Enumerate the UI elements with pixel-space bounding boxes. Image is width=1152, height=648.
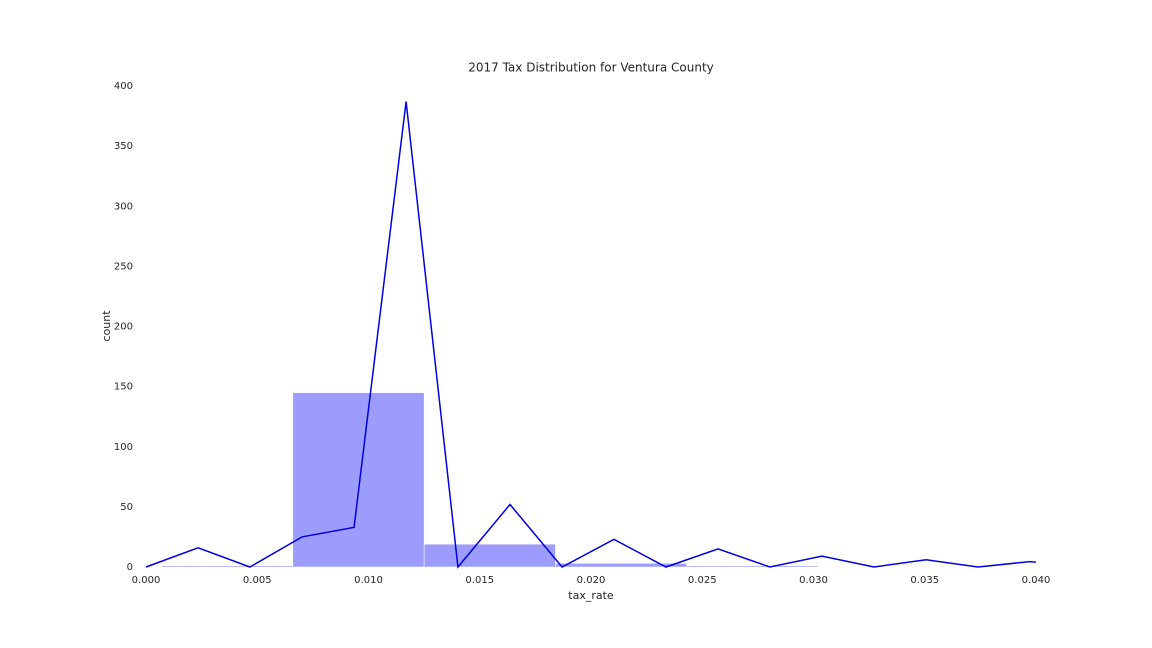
y-tick-label: 200: [114, 322, 133, 333]
x-tick-label: 0.035: [910, 575, 939, 586]
x-tick-label: 0.010: [354, 575, 383, 586]
x-tick-label: 0.000: [132, 575, 161, 586]
bar: [555, 563, 687, 568]
y-tick-label: 250: [114, 261, 133, 272]
y-axis-label: count: [100, 310, 113, 342]
bar: [423, 543, 556, 568]
x-tick-label: 0.025: [688, 575, 717, 586]
x-tick-label: 0.015: [465, 575, 494, 586]
y-tick-label: 0: [127, 562, 133, 573]
y-tick-label: 100: [114, 442, 133, 453]
bar: [292, 392, 425, 568]
y-tick-label: 50: [120, 502, 133, 513]
line: [145, 101, 1037, 569]
x-axis-label: tax_rate: [568, 589, 614, 602]
y-tick-label: 400: [114, 81, 133, 92]
bar: [686, 565, 819, 568]
x-tick-label: 0.040: [1022, 575, 1051, 586]
x-tick-label: 0.030: [799, 575, 828, 586]
x-tick-label: 0.020: [577, 575, 606, 586]
chart-title: 2017 Tax Distribution for Ventura County: [468, 61, 714, 75]
bar: [161, 565, 294, 568]
y-tick-label: 350: [114, 141, 133, 152]
y-tick-label: 300: [114, 201, 133, 212]
x-tick-label: 0.005: [243, 575, 272, 586]
y-tick-label: 150: [114, 382, 133, 393]
